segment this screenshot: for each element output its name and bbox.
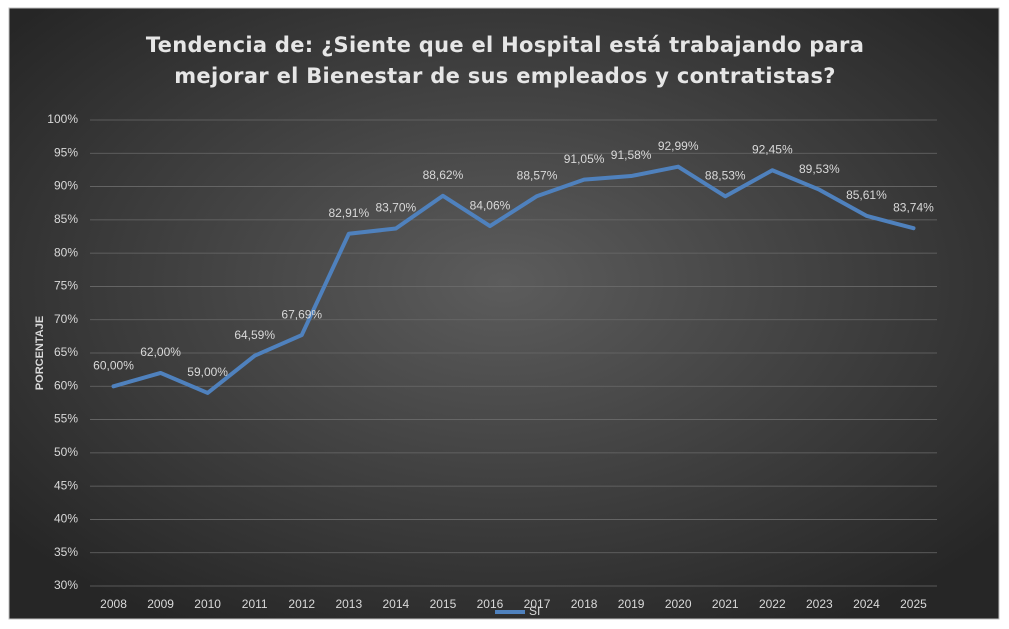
y-tick-label: 30% xyxy=(54,578,78,592)
x-tick-label: 2014 xyxy=(383,597,410,611)
data-label: 83,70% xyxy=(376,201,417,215)
data-label: 59,00% xyxy=(187,365,228,379)
y-tick-label: 95% xyxy=(54,145,78,159)
x-tick-label: 2015 xyxy=(430,597,457,611)
x-tick-label: 2024 xyxy=(853,597,880,611)
data-label: 92,99% xyxy=(658,139,699,153)
data-label: 92,45% xyxy=(752,142,793,156)
y-tick-label: 100% xyxy=(47,112,78,126)
x-tick-label: 2021 xyxy=(712,597,739,611)
chart-title: Tendencia de: ¿Siente que el Hospital es… xyxy=(145,33,865,88)
data-label: 82,91% xyxy=(328,206,369,220)
y-tick-label: 90% xyxy=(54,179,78,193)
y-tick-label: 75% xyxy=(54,279,78,293)
data-label: 88,62% xyxy=(423,168,464,182)
x-tick-label: 2018 xyxy=(571,597,598,611)
x-tick-label: 2011 xyxy=(242,597,268,611)
chart-background xyxy=(8,7,1000,620)
data-label: 85,61% xyxy=(846,188,887,202)
data-label: 60,00% xyxy=(93,358,134,372)
y-axis-label: PORCENTAJE xyxy=(34,316,46,390)
x-tick-label: 2020 xyxy=(665,597,692,611)
data-label: 91,05% xyxy=(564,152,605,166)
data-label: 91,58% xyxy=(611,148,652,162)
x-tick-label: 2010 xyxy=(194,597,221,611)
y-tick-label: 80% xyxy=(54,245,78,259)
y-tick-label: 35% xyxy=(54,545,78,559)
x-tick-label: 2025 xyxy=(900,597,927,611)
data-label: 83,74% xyxy=(893,200,934,214)
data-label: 89,53% xyxy=(799,162,840,176)
legend-label: SI xyxy=(529,604,540,618)
x-tick-label: 2023 xyxy=(806,597,833,611)
x-tick-label: 2013 xyxy=(335,597,362,611)
data-label: 67,69% xyxy=(281,307,322,321)
y-tick-label: 45% xyxy=(54,478,78,492)
x-tick-label: 2008 xyxy=(100,597,127,611)
x-tick-label: 2017 xyxy=(524,597,551,611)
data-label: 88,57% xyxy=(517,168,558,182)
y-tick-label: 85% xyxy=(54,212,78,226)
y-tick-label: 70% xyxy=(54,312,78,326)
x-tick-label: 2009 xyxy=(147,597,174,611)
x-tick-label: 2016 xyxy=(477,597,504,611)
x-tick-label: 2012 xyxy=(288,597,315,611)
x-tick-label: 2019 xyxy=(618,597,645,611)
data-label: 88,53% xyxy=(705,169,746,183)
x-tick-label: 2022 xyxy=(759,597,786,611)
series-line xyxy=(111,164,916,395)
y-tick-label: 65% xyxy=(54,345,78,359)
y-tick-label: 55% xyxy=(54,412,78,426)
data-label: 84,06% xyxy=(470,198,511,212)
data-label: 64,59% xyxy=(234,328,275,342)
y-tick-label: 50% xyxy=(54,445,78,459)
y-tick-label: 40% xyxy=(54,512,78,526)
y-tick-label: 60% xyxy=(54,378,78,392)
data-label: 62,00% xyxy=(140,345,181,359)
